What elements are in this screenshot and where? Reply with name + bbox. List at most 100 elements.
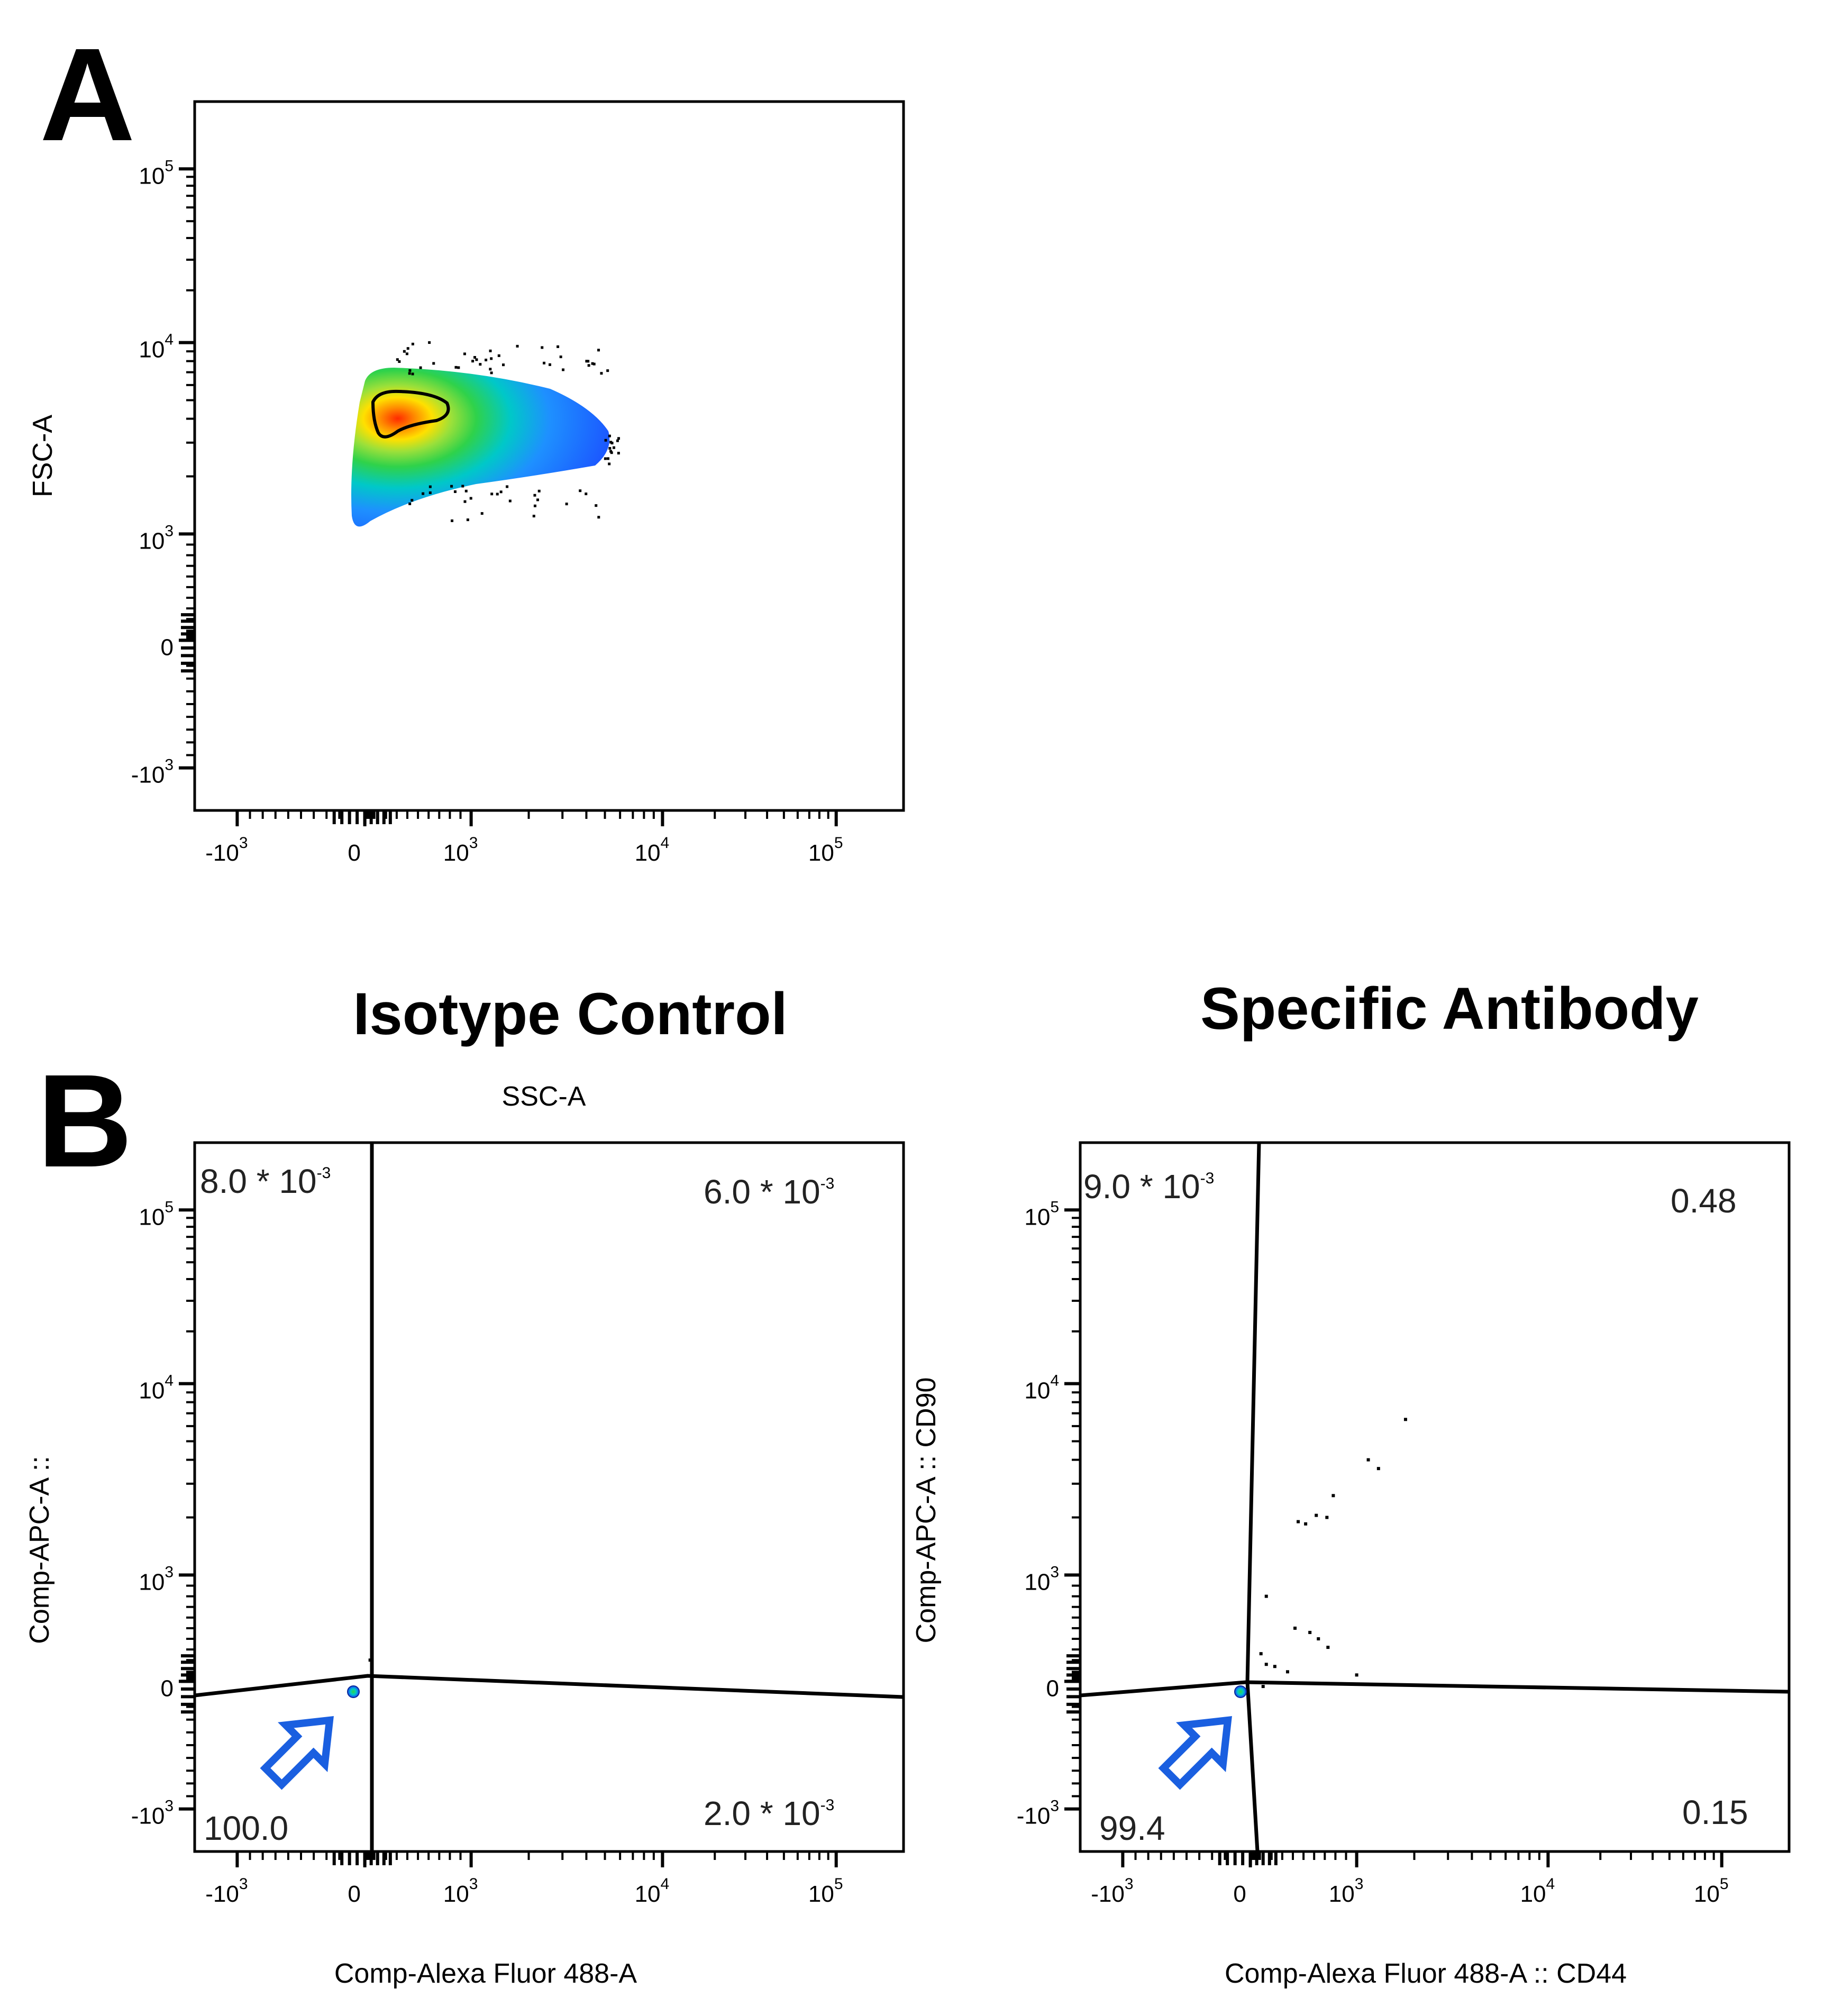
isotype-y-label: Comp-APC-A :: bbox=[24, 1456, 55, 1644]
specific-lower-left-value: 99.4 bbox=[1099, 1809, 1165, 1847]
isotype-upper-left-value: 8.0 * 10-3 bbox=[200, 1162, 331, 1200]
outlier-event bbox=[600, 372, 603, 375]
y-tick-label: 0 bbox=[161, 1675, 174, 1701]
specific-x-label: Comp-Alexa Fluor 488-A :: CD44 bbox=[1225, 1958, 1627, 1989]
y-tick-label: 104 bbox=[1024, 1372, 1059, 1404]
x-tick-label: 0 bbox=[348, 1881, 360, 1907]
event-dot bbox=[1331, 1494, 1335, 1498]
panel-a-plot: FSC-A -103 0 103 104 105 -103 0 103 104 105 bbox=[28, 100, 905, 866]
panel-a-frame bbox=[193, 100, 905, 812]
isotype-arrow-icon bbox=[260, 1716, 334, 1790]
specific-cell-cluster bbox=[1234, 1685, 1247, 1698]
event-dot bbox=[368, 1658, 372, 1662]
x-tick-label: 103 bbox=[1329, 1875, 1364, 1907]
outlier-event bbox=[422, 492, 425, 495]
outlier-event bbox=[408, 502, 412, 505]
y-tick-label: 105 bbox=[139, 1198, 174, 1230]
specific-y-axis: -103 0 103 104 105 bbox=[1017, 1198, 1080, 1829]
outlier-event bbox=[411, 372, 414, 376]
outlier-event bbox=[536, 498, 539, 501]
panel-b-specific-plot: 9.0 * 10-3 0.48 99.4 0.15 Comp-APC-A :: … bbox=[911, 1141, 1791, 1989]
outlier-event bbox=[606, 369, 609, 372]
isotype-cell-cluster bbox=[347, 1685, 360, 1698]
outlier-event bbox=[592, 362, 596, 366]
panel-a-x-axis: -103 0 103 104 105 bbox=[205, 810, 843, 866]
event-dot bbox=[1264, 1594, 1268, 1598]
outlier-event bbox=[565, 503, 568, 506]
outlier-event bbox=[411, 342, 414, 345]
outlier-event bbox=[542, 361, 545, 364]
event-dot bbox=[1304, 1522, 1308, 1526]
outlier-event bbox=[457, 366, 460, 369]
panel-b-isotype-plot: SSC-A 8.0 * 10-3 6.0 * 10-3 100.0 2.0 * … bbox=[24, 1081, 905, 1989]
outlier-event bbox=[508, 499, 512, 503]
outlier-event bbox=[606, 457, 609, 460]
isotype-x-axis: -103 0 103 104 105 bbox=[205, 1851, 843, 1907]
y-tick-label: 104 bbox=[139, 1372, 174, 1404]
outlier-event bbox=[485, 359, 488, 362]
event-dot bbox=[1315, 1513, 1318, 1517]
outlier-event bbox=[502, 363, 505, 367]
specific-vertical-gate bbox=[1245, 1142, 1261, 1852]
outlier-event bbox=[480, 512, 484, 515]
outlier-event bbox=[408, 369, 412, 372]
outlier-event bbox=[579, 489, 582, 492]
isotype-x-label: Comp-Alexa Fluor 488-A bbox=[334, 1958, 637, 1989]
outlier-event bbox=[398, 360, 401, 363]
y-tick-label: 0 bbox=[1046, 1675, 1059, 1701]
event-dot bbox=[1293, 1626, 1297, 1630]
isotype-lower-right-value: 2.0 * 10-3 bbox=[704, 1794, 834, 1832]
outlier-event bbox=[473, 356, 476, 359]
event-dot bbox=[1326, 1646, 1330, 1649]
outlier-event bbox=[591, 362, 594, 365]
outlier-event bbox=[597, 516, 600, 519]
outlier-event bbox=[561, 368, 564, 371]
outlier-event bbox=[406, 347, 409, 350]
isotype-control-title: Isotype Control bbox=[353, 981, 787, 1047]
x-tick-label: 103 bbox=[443, 834, 478, 866]
specific-x-axis: -103 0 103 104 105 bbox=[1091, 1851, 1729, 1907]
x-tick-label: 105 bbox=[808, 1875, 843, 1907]
outlier-event bbox=[490, 357, 493, 360]
event-dot bbox=[1273, 1665, 1276, 1668]
outlier-event bbox=[479, 363, 482, 366]
event-dot bbox=[1285, 1670, 1289, 1674]
panel-b-letter: B bbox=[37, 1047, 133, 1194]
ssc-a-label: SSC-A bbox=[502, 1081, 586, 1112]
density-contour bbox=[371, 389, 450, 439]
x-tick-label: 103 bbox=[443, 1875, 478, 1907]
outlier-event bbox=[557, 345, 560, 348]
outlier-event bbox=[489, 368, 492, 371]
specific-arrow-icon bbox=[1158, 1716, 1232, 1790]
outlier-event bbox=[610, 451, 613, 454]
outlier-event bbox=[451, 519, 454, 522]
outlier-event bbox=[428, 491, 432, 495]
isotype-y-axis: -103 0 103 104 105 bbox=[131, 1198, 195, 1829]
density-cloud bbox=[351, 368, 610, 527]
outlier-event bbox=[587, 360, 590, 363]
outlier-event bbox=[587, 364, 590, 367]
event-dot bbox=[1297, 1520, 1300, 1524]
outlier-event bbox=[499, 490, 503, 494]
outlier-event bbox=[608, 462, 611, 466]
y-tick-label: 104 bbox=[139, 331, 174, 363]
event-dot bbox=[1355, 1673, 1358, 1677]
event-dot bbox=[1259, 1652, 1263, 1656]
outlier-event bbox=[405, 352, 408, 355]
outlier-event bbox=[537, 489, 541, 492]
outlier-event bbox=[608, 434, 611, 437]
panel-a-y-label: FSC-A bbox=[28, 415, 58, 497]
event-dot bbox=[1376, 1467, 1380, 1471]
outlier-event bbox=[411, 499, 414, 502]
outlier-event bbox=[608, 447, 612, 450]
outlier-event bbox=[469, 497, 472, 500]
outlier-event bbox=[490, 371, 493, 375]
x-tick-label: 105 bbox=[808, 834, 843, 866]
outlier-event bbox=[541, 346, 544, 349]
y-tick-label: 103 bbox=[139, 522, 174, 554]
outlier-event bbox=[585, 360, 588, 363]
x-tick-label: 104 bbox=[635, 834, 670, 866]
outlier-event bbox=[454, 366, 458, 369]
outlier-event bbox=[466, 518, 469, 522]
